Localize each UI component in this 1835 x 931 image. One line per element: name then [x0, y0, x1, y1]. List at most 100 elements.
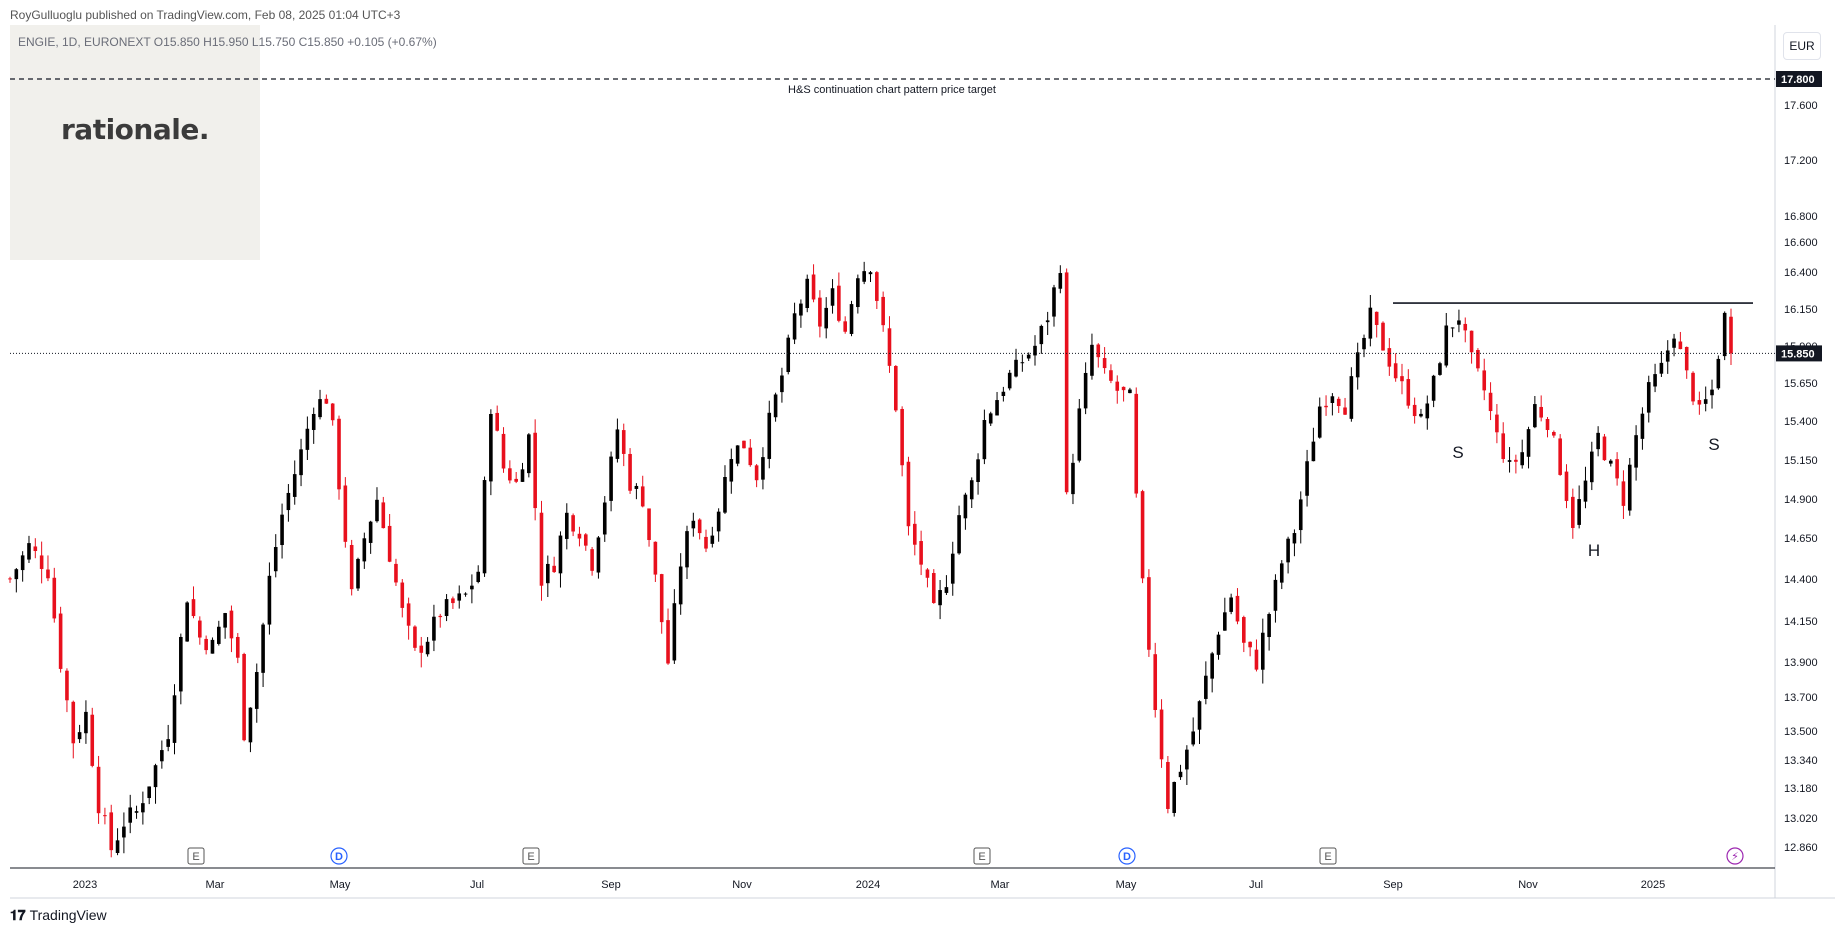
candle-body	[1077, 408, 1082, 461]
candle-body	[1627, 464, 1632, 511]
candle-body	[14, 569, 19, 580]
candle-body	[198, 620, 202, 638]
tradingview-logo-icon: 𝟏𝟕	[10, 907, 26, 923]
candle-body	[723, 476, 727, 513]
target-price-label: 17.800	[1781, 74, 1815, 86]
tradingview-brand: TradingView	[29, 907, 107, 923]
candle-body	[1400, 376, 1404, 382]
candle-body	[1317, 406, 1322, 438]
candle-body	[381, 502, 386, 529]
pattern-label-s: S	[1452, 443, 1463, 462]
candle-body	[678, 566, 683, 605]
currency-button[interactable]: EUR	[1783, 32, 1821, 60]
candle-body	[621, 430, 626, 454]
time-tick: Sep	[601, 879, 621, 891]
candle-body	[602, 502, 607, 535]
candle-body	[463, 593, 468, 595]
time-tick: Nov	[1518, 879, 1538, 891]
candle-body	[305, 428, 310, 450]
candle-body	[1646, 382, 1651, 413]
candle-body	[1653, 374, 1657, 387]
candle-body	[533, 432, 537, 509]
price-tick: 13.180	[1784, 783, 1818, 795]
time-tick: 2025	[1641, 879, 1665, 891]
candle-body	[1412, 404, 1417, 417]
candle-body	[672, 603, 677, 661]
candle-body	[254, 672, 259, 709]
candle-body	[1564, 471, 1569, 501]
candle-body	[950, 553, 955, 584]
candle-body	[837, 285, 841, 321]
target-price-label-bg	[1776, 71, 1822, 87]
candle-body	[666, 620, 670, 664]
candle-body	[235, 636, 240, 658]
candle-body	[147, 786, 151, 799]
candle-body	[1387, 348, 1392, 367]
candle-body	[1121, 386, 1126, 391]
candle-body	[805, 278, 810, 309]
candle-body	[299, 449, 303, 476]
pattern-label-h: H	[1588, 541, 1600, 560]
candle-body	[647, 508, 651, 541]
candle-body	[615, 429, 620, 459]
candle-body	[394, 563, 398, 583]
candle-body	[58, 613, 63, 669]
candles-group	[8, 261, 1733, 858]
candle-body	[109, 812, 114, 851]
candle-body	[856, 278, 860, 308]
candle-body	[1273, 579, 1278, 611]
candle-body	[988, 413, 993, 424]
candle-body	[1349, 376, 1354, 419]
time-tick: 2024	[856, 879, 880, 891]
candle-body	[77, 732, 82, 740]
candle-body	[1204, 675, 1208, 699]
price-tick: 14.900	[1784, 494, 1818, 506]
candle-body	[1438, 363, 1442, 375]
candle-body	[748, 447, 753, 466]
candle-body	[1729, 316, 1733, 354]
price-tick: 17.600	[1784, 100, 1818, 112]
candle-body	[1083, 372, 1088, 409]
candle-body	[887, 328, 892, 366]
candle-body	[425, 641, 430, 655]
candle-body	[558, 535, 563, 574]
candle-body	[191, 599, 196, 617]
candle-body	[172, 695, 177, 743]
price-tick: 13.500	[1784, 726, 1818, 738]
candle-body	[995, 400, 999, 416]
candle-body	[337, 418, 341, 490]
candle-body	[406, 603, 411, 626]
candle-body	[52, 577, 57, 619]
current-price-label-bg	[1776, 345, 1822, 362]
candle-body	[691, 520, 696, 529]
candle-body	[1703, 399, 1708, 404]
candle-body	[925, 569, 930, 578]
tradingview-footer[interactable]: 𝟏𝟕 TradingView	[10, 907, 107, 924]
earnings-icon	[187, 847, 205, 865]
candle-body	[489, 413, 493, 482]
candle-body	[292, 474, 297, 497]
candle-body	[160, 750, 164, 762]
candle-body	[1039, 325, 1044, 345]
candle-body	[27, 543, 31, 560]
candle-body	[368, 521, 373, 543]
candle-body	[1242, 617, 1246, 643]
candle-body	[1583, 480, 1588, 502]
time-tick: Sep	[1383, 879, 1403, 891]
time-tick: 2023	[73, 879, 97, 891]
candle-body	[311, 413, 316, 430]
candle-body	[482, 480, 487, 574]
candle-body	[1298, 499, 1303, 531]
candle-body	[976, 459, 980, 483]
candle-body	[1419, 413, 1423, 417]
candle-body	[1235, 595, 1240, 622]
candle-body	[1640, 413, 1645, 439]
price-tick: 16.800	[1784, 211, 1818, 223]
candle-body	[1090, 344, 1094, 376]
candle-body	[881, 296, 885, 326]
candle-body	[223, 613, 227, 628]
candle-body	[210, 639, 215, 654]
candle-body	[457, 593, 462, 601]
candle-body	[792, 313, 797, 340]
